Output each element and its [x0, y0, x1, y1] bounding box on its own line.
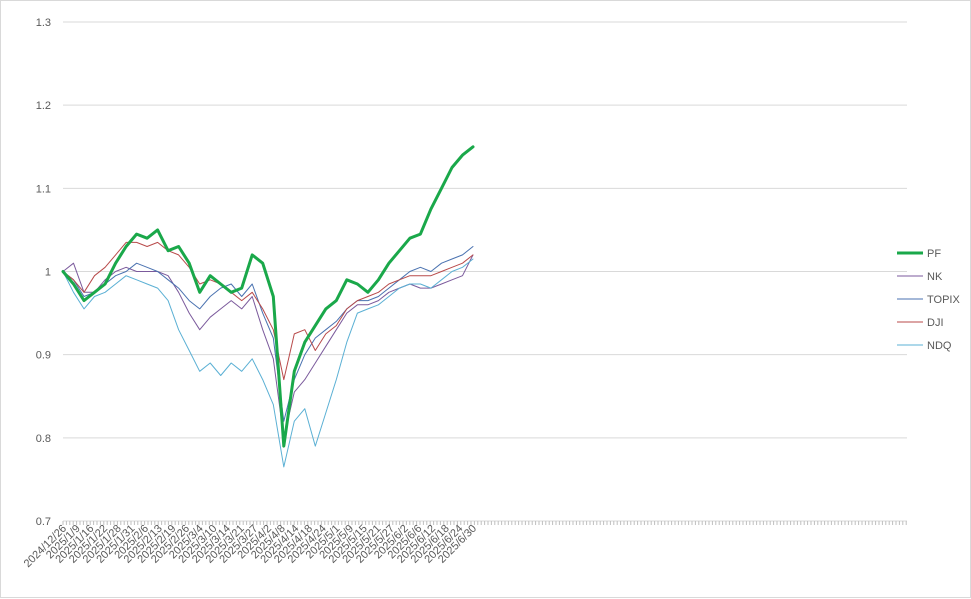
- series-line-ndq: [62, 258, 474, 468]
- legend-label-nk: NK: [927, 271, 943, 283]
- legend-label-topix: TOPIX: [927, 294, 960, 306]
- y-tick-label: 1.3: [36, 17, 51, 29]
- x-axis: 2024/12/262025/1/92025/1/162025/1/222025…: [22, 521, 907, 570]
- legend-label-dji: DJI: [927, 317, 944, 329]
- y-tick-label: 0.9: [36, 350, 51, 362]
- gridlines: [63, 21, 907, 522]
- y-tick-label: 0.7: [36, 516, 51, 528]
- series-line-dji: [62, 241, 474, 381]
- y-tick-label: 0.8: [36, 433, 51, 445]
- series-line-topix: [62, 246, 474, 422]
- y-tick-label: 1.2: [36, 100, 51, 112]
- series-line-pf: [61, 145, 475, 448]
- legend-label-pf: PF: [927, 248, 941, 260]
- y-tick-label: 1.1: [36, 183, 51, 195]
- legend-label-ndq: NDQ: [927, 340, 952, 352]
- y-axis-ticks: 0.7 0.8 0.9 1 1.1 1.2 1.3: [36, 17, 51, 528]
- legend: PF NK TOPIX DJI NDQ: [897, 248, 960, 352]
- y-tick-label: 1: [45, 267, 51, 279]
- series-lines: [61, 145, 475, 468]
